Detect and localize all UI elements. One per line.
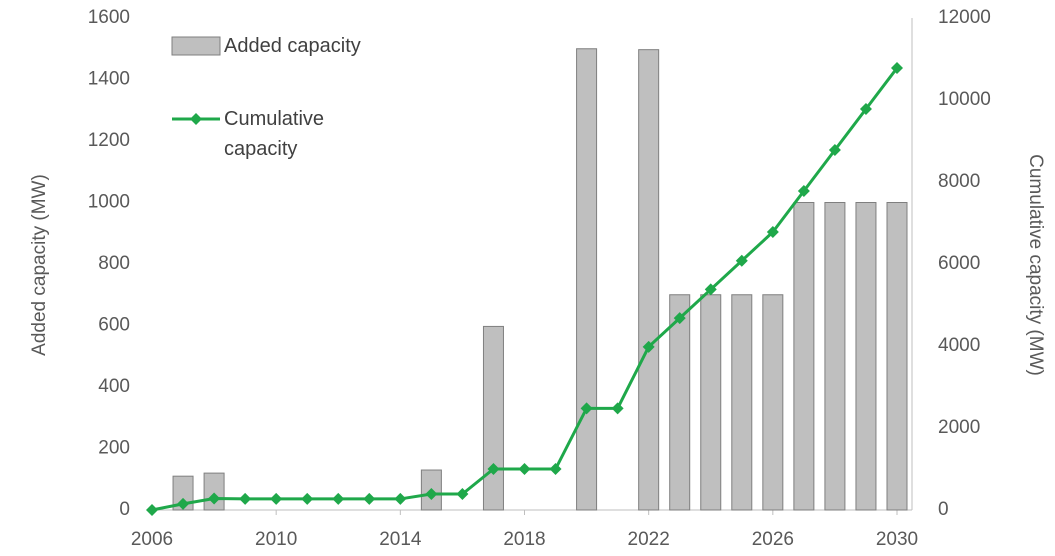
line-marker bbox=[487, 463, 500, 475]
legend-label: Added capacity bbox=[224, 35, 361, 57]
x-tick-label: 2022 bbox=[628, 529, 670, 550]
line-marker bbox=[891, 62, 903, 75]
y2-tick-label: 12000 bbox=[938, 7, 991, 28]
bar bbox=[886, 202, 908, 511]
line-marker bbox=[673, 312, 686, 325]
y-axis-title: Added capacity (MW) bbox=[29, 174, 50, 356]
line-marker bbox=[611, 402, 624, 415]
legend-marker bbox=[190, 113, 202, 125]
bar bbox=[824, 202, 846, 511]
line-marker bbox=[704, 283, 717, 296]
bar bbox=[700, 294, 722, 511]
x-tick-label: 2006 bbox=[131, 529, 173, 550]
line-marker bbox=[735, 254, 748, 267]
x-tick-label: 2018 bbox=[503, 529, 545, 550]
bar bbox=[669, 294, 691, 511]
bar bbox=[576, 48, 598, 511]
y-tick-label: 1400 bbox=[88, 69, 130, 90]
bar bbox=[855, 202, 877, 511]
bar bbox=[731, 294, 753, 511]
y2-tick-label: 4000 bbox=[938, 335, 980, 356]
line-marker bbox=[394, 492, 407, 505]
y2-tick-label: 2000 bbox=[938, 417, 980, 438]
line-marker bbox=[239, 492, 252, 505]
x-tick-label: 2010 bbox=[255, 529, 297, 550]
bar bbox=[762, 294, 784, 511]
y2-axis-title: Cumulative capacity (MW) bbox=[1025, 154, 1046, 376]
y-tick-label: 800 bbox=[98, 253, 130, 274]
line-marker bbox=[425, 488, 438, 501]
line-marker bbox=[518, 463, 531, 475]
y-tick-label: 200 bbox=[98, 438, 130, 459]
line-marker bbox=[828, 144, 841, 157]
y-tick-label: 1600 bbox=[88, 7, 130, 28]
legend-label: Cumulative capacity bbox=[224, 108, 325, 160]
bar bbox=[793, 202, 815, 511]
y2-tick-label: 6000 bbox=[938, 253, 980, 274]
bar bbox=[638, 49, 660, 511]
line-marker bbox=[363, 492, 376, 505]
line-marker bbox=[549, 463, 562, 475]
y-tick-label: 1200 bbox=[88, 130, 130, 151]
line-marker bbox=[580, 402, 593, 415]
bar bbox=[482, 325, 504, 511]
line-marker bbox=[797, 185, 810, 198]
x-tick-label: 2026 bbox=[752, 529, 794, 550]
line-marker bbox=[270, 492, 283, 505]
y2-tick-label: 0 bbox=[938, 499, 949, 520]
line-marker bbox=[332, 492, 345, 505]
line-marker bbox=[301, 492, 314, 505]
y-tick-label: 400 bbox=[98, 376, 130, 397]
y-tick-label: 0 bbox=[119, 499, 130, 520]
legend-swatch bbox=[171, 36, 221, 56]
line-marker bbox=[766, 226, 779, 239]
line-marker bbox=[146, 504, 158, 516]
line-marker bbox=[642, 340, 655, 353]
y-tick-label: 1000 bbox=[88, 192, 130, 213]
x-tick-label: 2014 bbox=[379, 529, 422, 550]
y2-tick-label: 10000 bbox=[938, 89, 991, 110]
x-tick-label: 2030 bbox=[876, 529, 918, 550]
line-marker bbox=[208, 492, 221, 505]
line-marker bbox=[859, 103, 872, 116]
y2-tick-label: 8000 bbox=[938, 171, 980, 192]
line-marker bbox=[177, 497, 190, 510]
y-tick-label: 600 bbox=[98, 315, 130, 336]
line-marker bbox=[456, 488, 469, 501]
